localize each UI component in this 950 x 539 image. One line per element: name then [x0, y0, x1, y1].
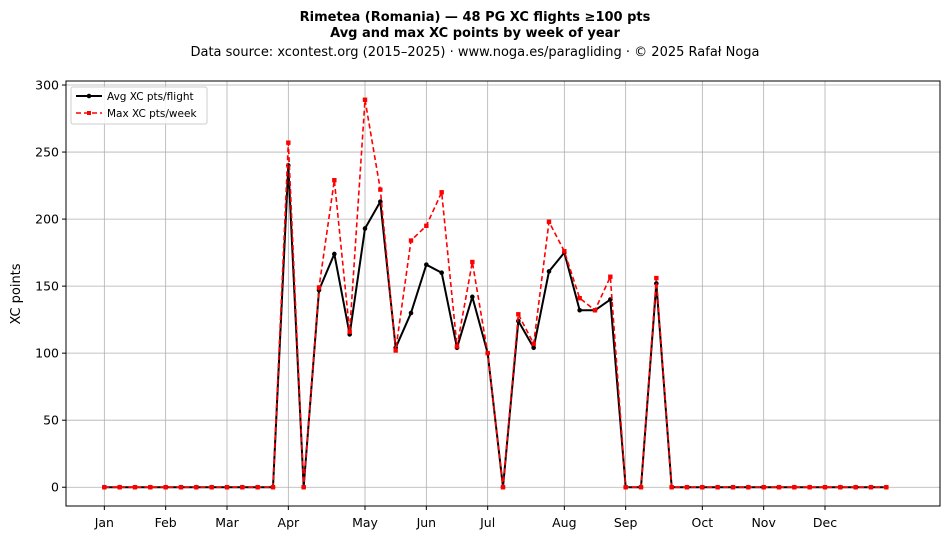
y-tick-label: 300	[35, 78, 59, 93]
max-point	[562, 249, 567, 254]
max-point	[623, 485, 628, 490]
max-point	[746, 485, 751, 490]
max-point	[194, 485, 199, 490]
max-point	[393, 348, 398, 353]
max-point	[470, 259, 475, 265]
chart-title-line-2: Avg and max XC points by week of year	[330, 26, 620, 41]
max-point	[608, 274, 613, 279]
series-max-line	[104, 98, 887, 489]
max-point	[454, 344, 460, 349]
chart-title-line-1: Rimetea (Romania) — 48 PG XC flights ≥10…	[300, 10, 651, 25]
max-point	[638, 485, 644, 490]
max-point	[209, 485, 214, 490]
max-point	[286, 140, 291, 145]
x-tick-label: Feb	[155, 515, 177, 530]
avg-point	[577, 307, 582, 313]
x-tick-label: May	[352, 515, 378, 530]
max-point	[347, 329, 352, 334]
avg-point	[424, 262, 429, 267]
max-point	[684, 485, 690, 490]
x-tick-label: Jan	[94, 515, 114, 530]
y-tick-label: 100	[35, 346, 59, 361]
grid	[66, 81, 940, 506]
y-axis-label: XC points	[9, 263, 24, 324]
avg-point	[439, 270, 444, 276]
series-group	[102, 97, 889, 490]
max-point	[270, 485, 276, 490]
x-tick-label: Oct	[692, 515, 714, 530]
chart-subtitle: Data source: xcontest.org (2015–2025) · …	[190, 45, 759, 60]
max-point	[178, 485, 184, 490]
max-point	[132, 485, 138, 490]
max-point	[224, 485, 230, 490]
max-point	[838, 485, 843, 490]
max-point	[102, 485, 107, 490]
x-tick-label: Mar	[215, 515, 239, 530]
max-point	[117, 485, 122, 490]
max-point	[255, 485, 260, 490]
max-point	[148, 485, 153, 490]
y-tick-label: 0	[51, 480, 59, 495]
y-tick-label: 200	[35, 212, 59, 227]
legend-box	[70, 86, 208, 125]
max-point	[715, 485, 720, 490]
max-point	[439, 190, 444, 195]
avg-point	[470, 294, 475, 300]
max-point	[822, 485, 828, 490]
max-point	[531, 341, 536, 346]
max-point	[516, 312, 521, 317]
max-point	[485, 350, 490, 356]
max-point	[853, 485, 858, 490]
y-tick-label: 250	[35, 145, 59, 160]
avg-point	[531, 345, 536, 351]
legend-max-marker	[87, 111, 91, 115]
max-point	[884, 485, 889, 490]
x-tick-label: Aug	[552, 515, 576, 530]
max-point	[792, 485, 797, 490]
max-point	[730, 485, 736, 490]
avg-point	[408, 310, 414, 316]
y-tick-label: 150	[35, 279, 59, 294]
max-point	[669, 485, 674, 490]
max-point	[301, 485, 306, 490]
max-point	[776, 485, 782, 490]
max-point	[546, 219, 552, 224]
plot-frame	[65, 80, 941, 507]
x-tick-label: Nov	[751, 515, 776, 530]
max-point	[868, 485, 874, 490]
max-point	[240, 485, 245, 490]
avg-point	[332, 251, 337, 257]
x-tick-label: Jul	[479, 515, 495, 530]
x-tick-label: Dec	[813, 515, 837, 530]
max-point	[163, 485, 168, 490]
max-point	[316, 285, 322, 290]
max-point	[761, 485, 766, 490]
x-tick-label: Jun	[416, 515, 437, 530]
max-point	[654, 275, 659, 281]
avg-point	[546, 269, 552, 274]
legend: Avg XC pts/flight Max XC pts/week	[70, 86, 208, 125]
max-point	[807, 485, 812, 490]
max-point	[378, 187, 383, 192]
series-avg-line	[104, 164, 887, 489]
max-point	[362, 97, 368, 102]
y-tick-label: 50	[43, 413, 59, 428]
max-point	[424, 223, 429, 228]
max-point	[577, 295, 582, 301]
max-point	[500, 485, 506, 490]
max-point	[700, 485, 705, 490]
legend-avg-marker	[86, 93, 92, 99]
legend-avg-label: Avg XC pts/flight	[107, 91, 194, 103]
x-tick-label: Apr	[278, 515, 300, 530]
max-point	[332, 178, 337, 183]
axis-ticks: 0 50 100 150 200 250 300 Jan Feb Mar Apr May Jun Jul A…	[35, 78, 837, 530]
legend-max-label: Max XC pts/week	[107, 108, 197, 120]
max-point	[592, 308, 598, 313]
x-tick-label: Sep	[614, 515, 638, 530]
avg-point	[362, 226, 368, 231]
max-point	[408, 238, 414, 243]
